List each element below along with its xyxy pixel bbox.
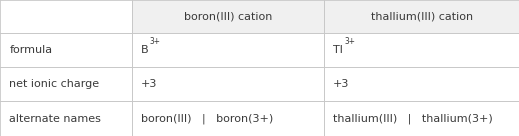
Text: Tl: Tl	[333, 45, 343, 55]
Bar	[132, 33, 324, 67]
Text: +3: +3	[333, 79, 349, 89]
Text: thallium(III)   |   thallium(3+): thallium(III) | thallium(3+)	[333, 113, 493, 124]
Text: 3+: 3+	[149, 37, 161, 46]
Bar	[0, 101, 132, 136]
Bar	[132, 101, 324, 136]
Bar	[324, 101, 519, 136]
Text: formula: formula	[9, 45, 52, 55]
Bar	[132, 0, 324, 33]
Text: boron(III) cation: boron(III) cation	[184, 12, 272, 22]
Bar	[132, 67, 324, 101]
Bar	[324, 0, 519, 33]
Bar	[0, 67, 132, 101]
Text: alternate names: alternate names	[9, 114, 101, 124]
Text: 3+: 3+	[344, 37, 355, 46]
Bar	[0, 33, 132, 67]
Bar	[324, 33, 519, 67]
Text: net ionic charge: net ionic charge	[9, 79, 100, 89]
Text: thallium(III) cation: thallium(III) cation	[371, 12, 473, 22]
Text: +3: +3	[141, 79, 157, 89]
Bar	[324, 67, 519, 101]
Text: B: B	[141, 45, 148, 55]
Text: boron(III)   |   boron(3+): boron(III) | boron(3+)	[141, 113, 273, 124]
Bar	[0, 0, 132, 33]
